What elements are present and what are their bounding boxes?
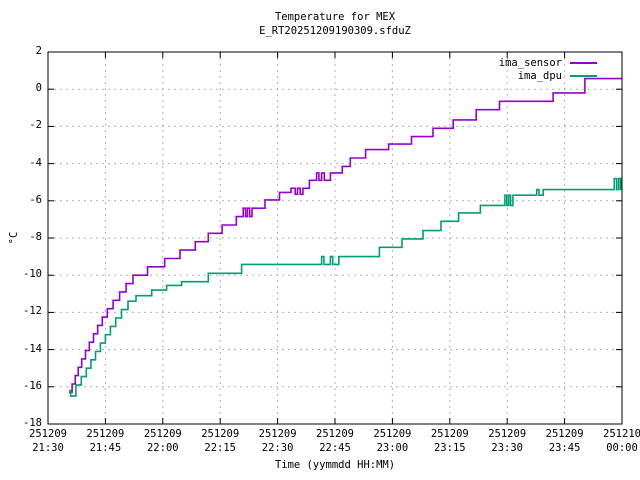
y-tick-label: -14 (23, 342, 42, 355)
x-tick-date: 251209 (201, 428, 240, 440)
x-tick-time: 22:45 (319, 441, 351, 454)
legend-line-sample (570, 74, 597, 77)
x-tick-label: 251209 21:30 (16, 428, 80, 455)
y-tick-label: -4 (29, 156, 42, 169)
x-axis-label: Time (yymmdd HH:MM) (274, 459, 396, 471)
x-tick-label: 251209 23:45 (533, 428, 597, 455)
x-tick-label: 251209 23:00 (360, 428, 424, 455)
legend: ima_sensor ima_dpu (499, 57, 597, 82)
y-tick-label: 2 (35, 45, 42, 57)
x-tick-date: 251209 (86, 428, 125, 440)
x-tick-date: 251209 (430, 428, 469, 440)
y-tick-label: -8 (29, 231, 42, 243)
x-tick-date: 251209 (29, 428, 67, 440)
y-tick-label: -18 (23, 417, 42, 429)
x-tick-label: 251209 22:00 (131, 428, 195, 455)
x-tick-date: 251209 (143, 428, 182, 440)
y-tick-label: -6 (29, 193, 42, 206)
x-tick-label: 251209 23:30 (475, 428, 539, 455)
legend-line-sample (570, 62, 597, 65)
legend-label: ima_sensor (498, 57, 562, 70)
y-tick-label: 0 (35, 82, 42, 95)
x-tick-time: 00:00 (606, 441, 638, 454)
x-tick-time: 22:30 (261, 441, 294, 454)
x-tick-date: 251210 (603, 428, 640, 440)
x-tick-date: 251209 (488, 428, 527, 440)
x-tick-label: 251210 00:00 (590, 428, 640, 455)
chart-title: Temperature for MEX (274, 11, 396, 23)
x-tick-time: 22:15 (204, 441, 236, 454)
x-tick-label: 251209 22:45 (303, 428, 367, 455)
y-tick-label: -10 (23, 268, 42, 281)
chart-subtitle: E_RT20251209190309.sfduZ (259, 25, 411, 37)
legend-label: ima_dpu (517, 69, 562, 82)
x-tick-time: 22:00 (146, 441, 179, 454)
y-tick-label: -12 (23, 305, 42, 318)
series-ima_sensor (69, 77, 622, 394)
x-tick-time: 23:30 (491, 441, 523, 454)
x-tick-date: 251209 (316, 428, 354, 440)
x-tick-date: 251209 (258, 428, 297, 440)
x-tick-label: 251209 23:15 (418, 428, 482, 455)
x-tick-time: 23:15 (433, 441, 466, 454)
x-tick-time: 21:45 (89, 441, 122, 454)
x-tick-date: 251209 (373, 428, 412, 440)
x-tick-time: 23:45 (548, 441, 581, 454)
series-ima_dpu (69, 177, 622, 397)
x-tick-label: 251209 22:15 (188, 428, 252, 455)
x-tick-time: 23:00 (376, 441, 409, 454)
x-tick-label: 251209 22:30 (246, 428, 310, 455)
y-tick-label: -2 (29, 119, 42, 132)
x-tick-date: 251209 (545, 428, 584, 440)
x-tick-label: 251209 21:45 (73, 428, 137, 455)
y-tick-label: -16 (23, 379, 42, 392)
legend-entry-ima_sensor: ima_sensor (499, 57, 597, 70)
x-tick-time: 21:30 (32, 441, 64, 454)
legend-entry-ima_dpu: ima_dpu (518, 70, 597, 83)
